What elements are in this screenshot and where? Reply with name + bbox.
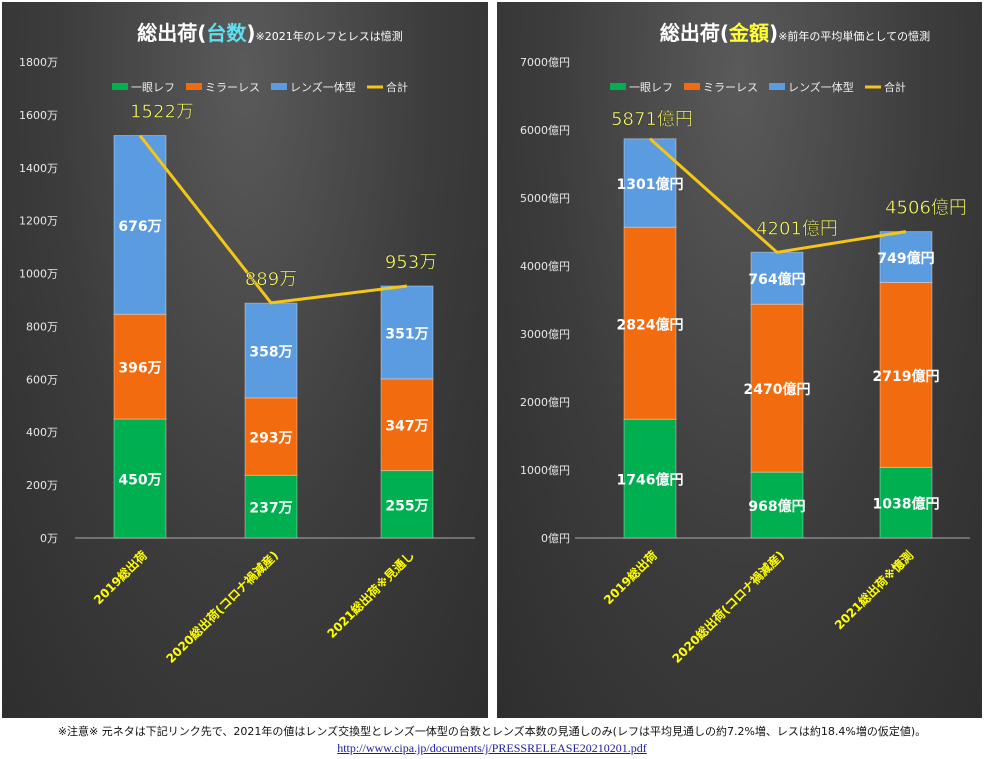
- bar-data-label: 255万: [385, 498, 428, 514]
- bar-segment: [244, 397, 298, 476]
- legend-label: レンズ一体型: [290, 80, 356, 94]
- total-data-label: 889万: [245, 269, 297, 290]
- legend-label: 合計: [884, 80, 906, 94]
- legend-label: ミラーレス: [205, 81, 260, 94]
- bar-data-label: 2824億円: [617, 316, 684, 333]
- legend-swatch: [610, 83, 626, 90]
- y-tick-label: 800万: [26, 320, 58, 333]
- total-data-label: 5871億円: [611, 109, 693, 130]
- y-tick-label: 0万: [40, 532, 58, 545]
- bar-data-label: 347万: [385, 419, 428, 435]
- bar-segment: [879, 231, 933, 284]
- y-tick-label: 1200万: [19, 215, 58, 228]
- y-tick-label: 5000億円: [520, 192, 570, 205]
- bar-data-label: 749億円: [877, 250, 934, 267]
- y-tick-label: 6000億円: [520, 124, 570, 137]
- y-tick-label: 7000億円: [520, 56, 570, 69]
- legend-label: 合計: [386, 80, 408, 94]
- y-tick-label: 400万: [26, 426, 58, 439]
- legend-label: レンズ一体型: [788, 80, 854, 94]
- y-tick-label: 4000億円: [520, 260, 570, 273]
- bar-segment: [380, 470, 434, 539]
- bar-segment: [113, 418, 167, 539]
- bar-segment: [380, 285, 434, 380]
- bar-data-label: 676万: [118, 219, 161, 235]
- bar-data-label: 2470億円: [744, 381, 811, 398]
- y-tick-label: 1600万: [19, 109, 58, 122]
- bar-data-label: 2719億円: [873, 368, 940, 385]
- bar-segment: [879, 282, 933, 468]
- x-category-label: 2019総出荷: [600, 548, 660, 608]
- y-tick-label: 3000億円: [520, 328, 570, 341]
- bar-data-label: 396万: [118, 361, 161, 377]
- total-data-label: 1522万: [130, 102, 194, 123]
- y-tick-label: 1000億円: [520, 464, 570, 477]
- y-tick-label: 1800万: [19, 56, 58, 69]
- y-tick-label: 200万: [26, 479, 58, 492]
- legend-label: ミラーレス: [703, 81, 758, 94]
- legend-label: 一眼レフ: [131, 81, 175, 94]
- total-data-label: 4506億円: [885, 198, 967, 219]
- legend-swatch: [112, 83, 128, 90]
- bar-segment: [380, 378, 434, 472]
- bar-data-label: 1038億円: [873, 496, 940, 513]
- bar-segment: [113, 135, 167, 315]
- bar-segment: [244, 474, 298, 539]
- bar-data-label: 764億円: [748, 271, 805, 288]
- bar-data-label: 351万: [385, 326, 428, 342]
- bar-data-label: 968億円: [748, 498, 805, 515]
- legend-label: 一眼レフ: [629, 81, 673, 94]
- legend-swatch: [271, 83, 287, 90]
- bar-segment: [623, 418, 677, 539]
- total-data-label: 953万: [385, 252, 437, 273]
- bar-data-label: 450万: [118, 473, 161, 489]
- total-data-label: 4201億円: [756, 218, 838, 239]
- bar-segment: [113, 313, 167, 420]
- bar-segment: [750, 251, 804, 305]
- bar-segment: [623, 226, 677, 420]
- y-tick-label: 1000万: [19, 268, 58, 281]
- chart-title: 総出荷(台数)※2021年のレフとレスは憶測: [137, 21, 403, 45]
- chart-title: 総出荷(金額)※前年の平均単価としての憶測: [660, 21, 930, 45]
- y-tick-label: 2000億円: [520, 396, 570, 409]
- bar-segment: [750, 471, 804, 539]
- legend-swatch: [186, 83, 202, 90]
- x-category-label: 2021総出荷※憶測: [831, 548, 916, 633]
- y-tick-label: 0億円: [541, 532, 570, 545]
- footer-note: ※注意※ 元ネタは下記リンク先で、2021年の値はレンズ交換型とレンズ一体型の台…: [57, 725, 927, 738]
- x-category-label: 2021総出荷※見通し: [324, 548, 417, 641]
- y-tick-label: 600万: [26, 373, 58, 386]
- legend-swatch: [684, 83, 700, 90]
- x-category-label: 2019総出荷: [90, 548, 150, 608]
- bar-segment: [879, 466, 933, 539]
- legend-swatch: [769, 83, 785, 90]
- x-category-label: 2020総出荷(コロナ禍減産): [669, 548, 787, 666]
- x-category-label: 2020総出荷(コロナ禍減産): [163, 548, 281, 666]
- bar-data-label: 1746億円: [617, 472, 684, 489]
- bar-data-label: 237万: [249, 501, 292, 517]
- bar-data-label: 358万: [249, 345, 292, 361]
- y-tick-label: 1400万: [19, 162, 58, 175]
- bar-data-label: 1301億円: [617, 176, 684, 193]
- source-link[interactable]: http://www.cipa.jp/documents/j/PRESSRELE…: [337, 741, 647, 755]
- bar-data-label: 293万: [249, 431, 292, 447]
